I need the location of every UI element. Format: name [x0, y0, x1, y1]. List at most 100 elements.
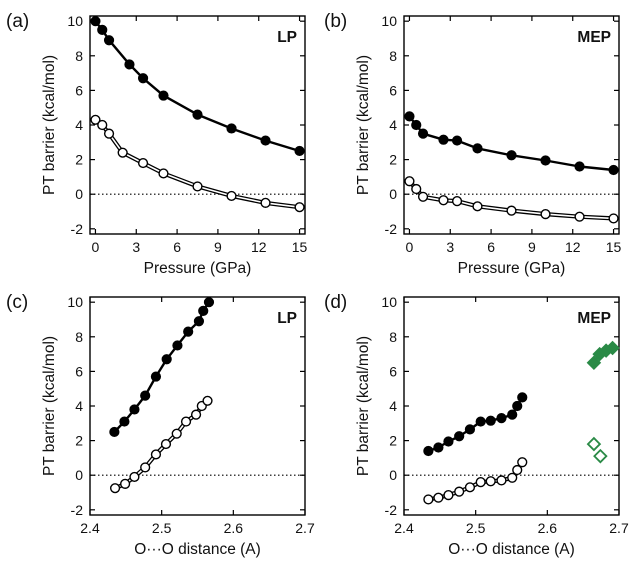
x-tick-label: 0 — [406, 239, 414, 255]
open-circle-point — [103, 128, 115, 139]
filled-circle-point — [472, 143, 483, 154]
y-tick-label: 0 — [389, 186, 397, 202]
x-tick-label: 2.6 — [224, 520, 244, 536]
open-circle-point — [417, 191, 429, 202]
series-line — [94, 20, 300, 153]
filled-circle-point — [464, 424, 476, 435]
open-circle-point — [506, 205, 517, 216]
open-circle-point — [137, 157, 149, 169]
filled-circle-point — [423, 445, 434, 457]
series-line-inner — [408, 180, 614, 220]
open-circle-point — [608, 213, 619, 224]
y-tick-label: 10 — [67, 13, 83, 29]
open-circle-point — [404, 176, 415, 187]
series-line — [408, 115, 614, 172]
open-circle-point — [150, 449, 162, 460]
x-axis-title: O···O distance (A) — [134, 541, 261, 558]
open-circle-point — [120, 478, 131, 489]
x-tick-label: 12 — [565, 239, 581, 255]
open-circle-point — [433, 492, 444, 503]
x-tick-label: 2.4 — [394, 520, 414, 536]
open-circle-point — [202, 395, 213, 406]
panel-letter: (d) — [324, 292, 347, 313]
filled-circle-point — [496, 413, 507, 424]
filled-circle-point — [97, 24, 108, 35]
panel-tag: LP — [277, 29, 297, 46]
panel-tag: MEP — [577, 29, 611, 46]
y-tick-label: 6 — [389, 82, 397, 98]
panel-letter: (a) — [6, 11, 29, 32]
panel-tag: MEP — [577, 310, 611, 327]
open-circle-point — [190, 409, 202, 420]
y-tick-label: 10 — [381, 294, 397, 310]
open-diamond-point — [593, 448, 608, 464]
filled-circle-point — [137, 73, 149, 84]
open-circle-point — [496, 475, 507, 486]
open-circle-point — [411, 183, 422, 195]
x-tick-label: 6 — [173, 239, 181, 255]
y-tick-label: 2 — [389, 433, 397, 449]
filled-circle-point — [294, 145, 305, 157]
filled-circle-point — [124, 59, 135, 70]
filled-circle-point — [485, 415, 496, 426]
filled-circle-point — [226, 123, 237, 134]
filled-circle-point — [540, 155, 551, 166]
y-tick-label: 0 — [75, 186, 83, 202]
x-tick-label: 15 — [292, 239, 308, 255]
x-tick-label: 9 — [214, 239, 222, 255]
open-circle-point — [294, 202, 305, 213]
open-circle-point — [117, 147, 128, 158]
y-axis-title: PT barrier (kcal/mol) — [355, 336, 372, 476]
filled-circle-point — [161, 354, 172, 365]
filled-circle-point — [198, 305, 209, 316]
x-tick-label: 6 — [487, 239, 495, 255]
filled-circle-point — [140, 390, 151, 401]
plot-frame — [403, 15, 620, 235]
panel-d: -2 0 2 4 6 8 10 2.4 2.5 2.6 2.7 (d) MEP PT barrier (k… — [324, 292, 629, 558]
open-circle-point — [160, 438, 172, 450]
x-tick-label: 9 — [528, 239, 536, 255]
x-axis-title: Pressure (GPa) — [144, 260, 252, 277]
y-axis-title: PT barrier (kcal/mol) — [355, 55, 372, 195]
open-circle-point — [192, 181, 203, 192]
filled-diamond-point — [605, 340, 620, 356]
y-tick-label: 10 — [381, 13, 397, 29]
plot-frame — [89, 15, 306, 235]
y-tick-label: 4 — [389, 398, 397, 414]
filled-circle-point — [90, 16, 101, 27]
filled-circle-point — [119, 416, 130, 427]
open-circle-point — [472, 201, 483, 212]
y-tick-label: 0 — [75, 467, 83, 483]
y-tick-label: 8 — [389, 329, 397, 345]
filled-circle-point — [443, 436, 454, 447]
open-circle-point — [97, 119, 108, 131]
x-tick-label: 15 — [606, 239, 622, 255]
open-circle-point — [180, 416, 192, 427]
x-tick-label: 2.6 — [538, 520, 558, 536]
y-tick-label: 6 — [75, 82, 83, 98]
x-tick-label: 0 — [92, 239, 100, 255]
x-tick-label: 2.7 — [609, 520, 629, 536]
y-tick-label: 0 — [389, 467, 397, 483]
open-circle-point — [423, 494, 434, 505]
y-tick-label: 8 — [75, 329, 83, 345]
y-tick-label: 8 — [389, 48, 397, 64]
filled-circle-point — [411, 119, 422, 131]
x-tick-label: 3 — [132, 239, 140, 255]
open-circle-point — [540, 209, 551, 220]
filled-circle-point — [109, 426, 120, 438]
open-circle-point — [158, 168, 169, 179]
x-axis-title: O···O distance (A) — [448, 541, 575, 558]
filled-circle-point — [260, 135, 271, 146]
filled-circle-point — [451, 135, 463, 146]
open-circle-point — [90, 114, 101, 125]
y-tick-label: 10 — [67, 294, 83, 310]
panel-tag: LP — [277, 310, 297, 327]
open-circle-point — [109, 483, 121, 494]
filled-circle-point — [475, 416, 486, 427]
panel-c: -2 0 2 4 6 8 10 2.4 2.5 2.6 2.7 (c) LP PT barrier (kc… — [6, 292, 315, 558]
filled-circle-point — [517, 392, 528, 403]
panel-letter: (b) — [324, 11, 347, 32]
open-circle-point — [517, 457, 528, 468]
